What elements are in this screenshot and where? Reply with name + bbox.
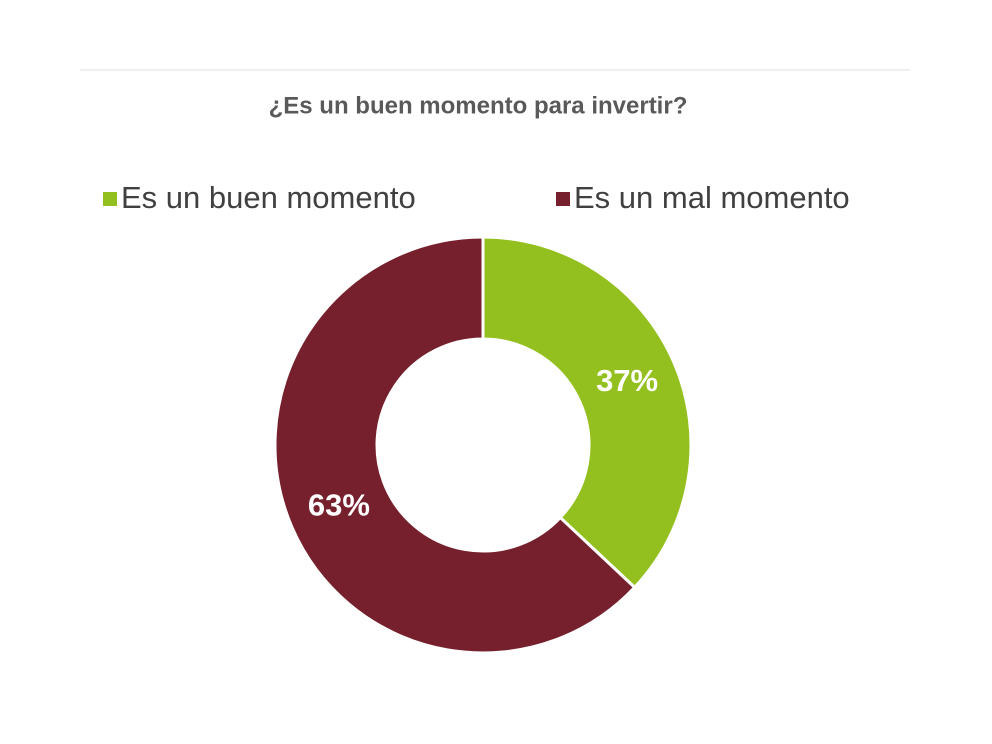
donut-slice xyxy=(273,235,637,655)
data-label: 63% xyxy=(308,488,370,523)
legend-label: Es un buen momento xyxy=(121,180,416,215)
legend-swatch xyxy=(103,192,117,206)
legend-swatch xyxy=(556,192,570,206)
legend-label: Es un mal momento xyxy=(574,180,850,215)
donut-slice xyxy=(481,235,693,590)
data-label: 37% xyxy=(596,363,658,398)
chart-title: ¿Es un buen momento para invertir? xyxy=(269,92,688,119)
